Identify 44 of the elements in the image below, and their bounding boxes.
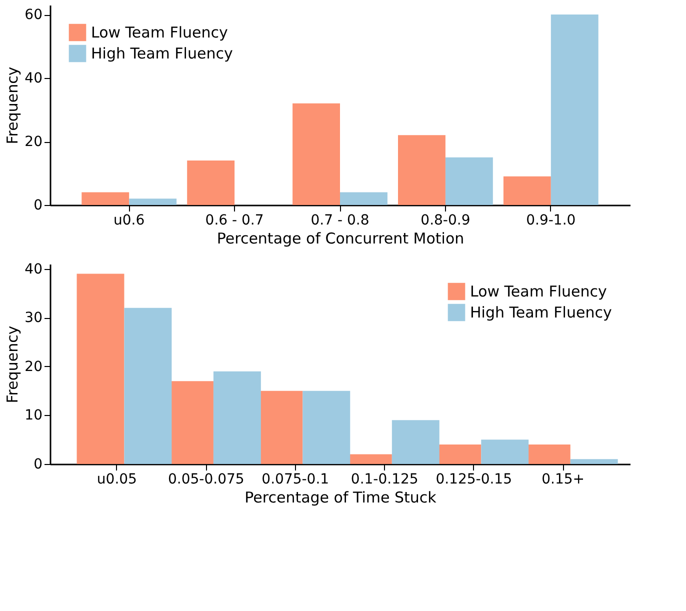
x-axis-title: Percentage of Time Stuck: [244, 488, 437, 506]
bar: [570, 459, 618, 464]
bar: [124, 308, 172, 464]
bar: [292, 103, 340, 205]
y-tick-label: 10: [24, 408, 42, 424]
bar: [550, 14, 598, 205]
legend-label: Low Team Fluency: [470, 282, 608, 300]
legend-label: High Team Fluency: [91, 44, 233, 62]
y-tick-label: 40: [24, 261, 42, 278]
bar: [213, 371, 261, 464]
bar: [82, 192, 130, 205]
y-tick-label: 60: [24, 7, 42, 24]
bar: [398, 135, 446, 205]
legend-label: Low Team Fluency: [91, 24, 228, 42]
x-tick-label: 0.8-0.9: [420, 212, 470, 228]
bar: [503, 176, 551, 205]
y-tick-label: 20: [24, 358, 42, 375]
y-tick-label: 30: [24, 310, 42, 326]
bar: [445, 157, 493, 205]
bar: [129, 198, 177, 205]
x-tick-label: 0.1-0.125: [350, 472, 418, 488]
x-tick-label: 0.6 - 0.7: [205, 212, 264, 228]
y-tick-label: 0: [34, 198, 42, 214]
y-tick-label: 40: [24, 70, 42, 87]
y-tick-label: 0: [34, 456, 42, 472]
x-tick-label: u0.05: [96, 472, 137, 488]
x-tick-label: 0.15+: [542, 472, 585, 488]
bar: [76, 274, 124, 464]
y-tick-label: 20: [24, 134, 42, 150]
x-tick-label: 0.075-0.1: [262, 472, 330, 488]
y-axis-title: Frequency: [4, 66, 22, 144]
x-tick-label: 0.7 - 0.8: [310, 212, 370, 228]
bar: [302, 390, 350, 464]
bar: [481, 440, 529, 464]
x-tick-label: 0.9-1.0: [526, 212, 576, 228]
bar: [340, 192, 388, 205]
x-tick-label: 0.05-0.075: [168, 472, 244, 488]
y-axis-title: Frequency: [4, 326, 22, 404]
x-tick-label: 0.125-0.15: [436, 472, 512, 488]
x-tick-label: u0.6: [114, 212, 145, 228]
legend-label: High Team Fluency: [470, 304, 612, 322]
bar: [187, 160, 235, 205]
x-axis-title: Percentage of Concurrent Motion: [216, 230, 464, 248]
bar: [392, 420, 440, 464]
